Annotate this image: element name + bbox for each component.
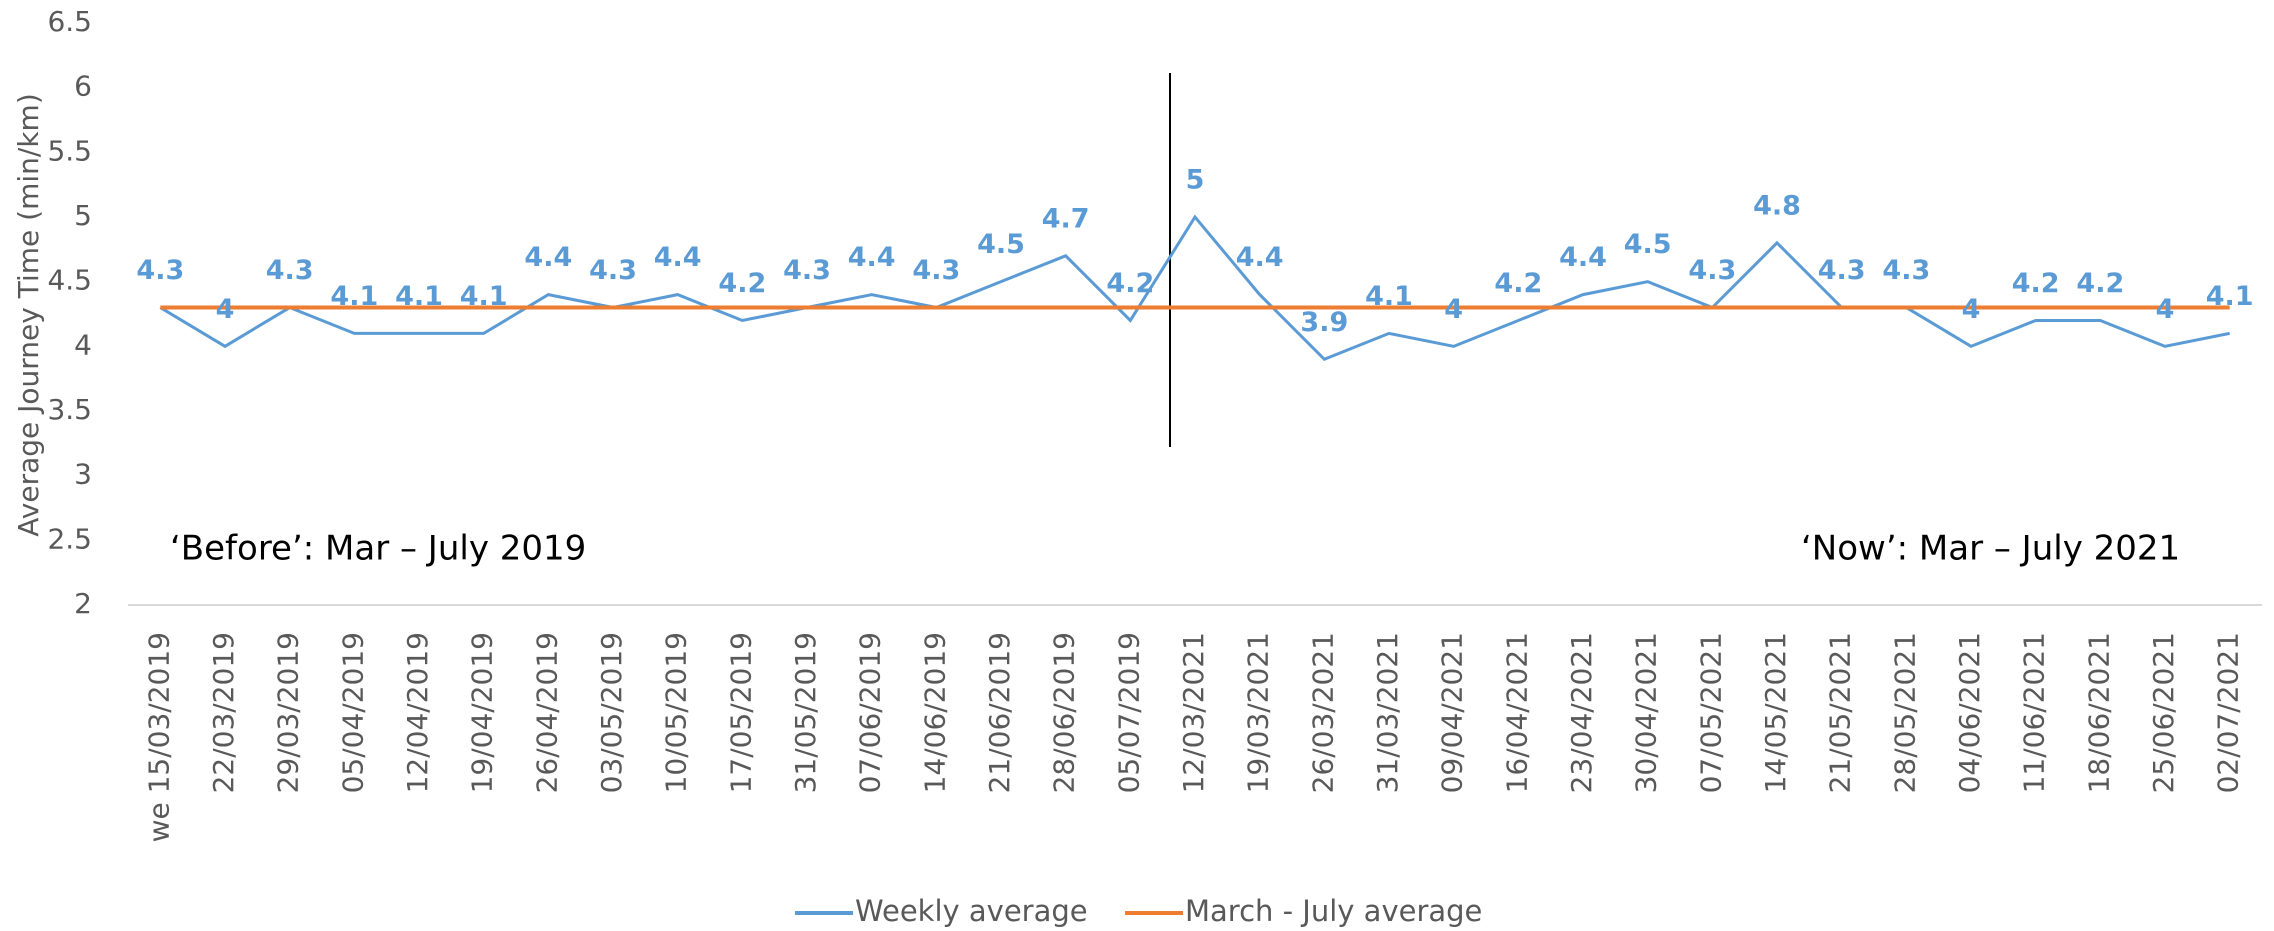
y-tick-label: 2 bbox=[74, 587, 92, 620]
annotation: ‘Now’: Mar – July 2021 bbox=[1801, 529, 2180, 569]
data-label: 4.3 bbox=[589, 255, 637, 286]
x-tick-label: 02/07/2021 bbox=[2212, 632, 2245, 793]
x-tick-label: 07/06/2019 bbox=[854, 632, 887, 793]
x-tick-label: 31/05/2019 bbox=[789, 632, 822, 793]
y-tick-label: 5 bbox=[74, 199, 92, 232]
x-tick-label: 21/05/2021 bbox=[1824, 632, 1857, 793]
x-tick-label: 12/04/2019 bbox=[401, 632, 434, 793]
data-label: 4.8 bbox=[1753, 190, 1801, 221]
y-tick-label: 2.5 bbox=[47, 522, 92, 555]
x-tick-label: 04/06/2021 bbox=[1953, 632, 1986, 793]
x-tick-label: 23/04/2021 bbox=[1565, 632, 1598, 793]
data-label: 4.3 bbox=[912, 255, 960, 286]
y-tick-label: 6 bbox=[74, 70, 92, 103]
x-tick-label: 19/04/2019 bbox=[466, 632, 499, 793]
x-tick-label: 09/04/2021 bbox=[1436, 632, 1469, 793]
legend-label: March - July average bbox=[1185, 894, 1482, 928]
x-tick-label: 29/03/2019 bbox=[272, 632, 305, 793]
y-tick-label: 3.5 bbox=[47, 393, 92, 426]
data-label: 3.9 bbox=[1300, 307, 1348, 338]
data-label: 4.2 bbox=[2012, 268, 2060, 299]
data-label: 4.2 bbox=[2076, 268, 2124, 299]
x-tick-label: 12/03/2021 bbox=[1177, 632, 1210, 793]
y-tick-label: 6.5 bbox=[47, 5, 92, 38]
data-label: 4.4 bbox=[524, 242, 572, 273]
data-label: 4.2 bbox=[718, 268, 766, 299]
data-label: 4.2 bbox=[1106, 268, 1154, 299]
x-tick-label: 16/04/2021 bbox=[1500, 632, 1533, 793]
y-tick-label: 5.5 bbox=[47, 134, 92, 167]
data-label: 4.3 bbox=[266, 255, 314, 286]
data-label: 4.3 bbox=[783, 255, 831, 286]
x-tick-label: 17/05/2019 bbox=[724, 632, 757, 793]
data-label: 4 bbox=[1444, 294, 1463, 325]
y-tick-label: 4.5 bbox=[47, 264, 92, 297]
x-tick-label: 26/03/2021 bbox=[1306, 632, 1339, 793]
data-label: 4.5 bbox=[977, 229, 1025, 260]
x-tick-label: 30/04/2021 bbox=[1630, 632, 1663, 793]
x-tick-label: 28/05/2021 bbox=[1888, 632, 1921, 793]
x-tick-label: 05/04/2019 bbox=[336, 632, 369, 793]
data-label: 4.1 bbox=[330, 281, 378, 312]
data-label: 4.4 bbox=[654, 242, 702, 273]
data-label: 4 bbox=[216, 294, 235, 325]
data-label: 5 bbox=[1186, 165, 1205, 196]
data-label: 4 bbox=[2156, 294, 2175, 325]
x-tick-label: 03/05/2019 bbox=[595, 632, 628, 793]
data-label: 4.1 bbox=[395, 281, 443, 312]
x-tick-label: 28/06/2019 bbox=[1048, 632, 1081, 793]
data-label: 4.7 bbox=[1042, 203, 1090, 234]
data-label: 4.1 bbox=[1365, 281, 1413, 312]
data-label: 4.3 bbox=[1688, 255, 1736, 286]
data-label: 4.1 bbox=[2206, 281, 2254, 312]
data-label: 4 bbox=[1962, 294, 1981, 325]
data-label: 4.4 bbox=[1236, 242, 1284, 273]
x-tick-label: 14/06/2019 bbox=[918, 632, 951, 793]
x-tick-label: 25/06/2021 bbox=[2147, 632, 2180, 793]
data-label: 4.3 bbox=[1882, 255, 1930, 286]
x-tick-label: we 15/03/2019 bbox=[142, 632, 175, 842]
data-label: 4.5 bbox=[1624, 229, 1672, 260]
y-axis-label: Average Journey Time (min/km) bbox=[12, 93, 45, 536]
x-tick-label: 19/03/2021 bbox=[1242, 632, 1275, 793]
data-label: 4.4 bbox=[848, 242, 896, 273]
legend-label: Weekly average bbox=[855, 894, 1088, 928]
x-tick-label: 18/06/2021 bbox=[2082, 632, 2115, 793]
x-tick-label: 10/05/2019 bbox=[660, 632, 693, 793]
data-label: 4.2 bbox=[1494, 268, 1542, 299]
data-label: 4.3 bbox=[1818, 255, 1866, 286]
x-tick-label: 31/03/2021 bbox=[1371, 632, 1404, 793]
data-label: 4.4 bbox=[1559, 242, 1607, 273]
y-tick-label: 3 bbox=[74, 458, 92, 491]
x-tick-label: 07/05/2021 bbox=[1694, 632, 1727, 793]
x-tick-label: 14/05/2021 bbox=[1759, 632, 1792, 793]
x-tick-label: 05/07/2019 bbox=[1112, 632, 1145, 793]
y-tick-label: 4 bbox=[74, 328, 92, 361]
annotation: ‘Before’: Mar – July 2019 bbox=[170, 529, 586, 569]
x-tick-label: 11/06/2021 bbox=[2018, 632, 2051, 793]
data-label: 4.3 bbox=[136, 255, 184, 286]
x-tick-label: 22/03/2019 bbox=[207, 632, 240, 793]
x-tick-label: 26/04/2019 bbox=[530, 632, 563, 793]
x-tick-label: 21/06/2019 bbox=[983, 632, 1016, 793]
data-label: 4.1 bbox=[460, 281, 508, 312]
